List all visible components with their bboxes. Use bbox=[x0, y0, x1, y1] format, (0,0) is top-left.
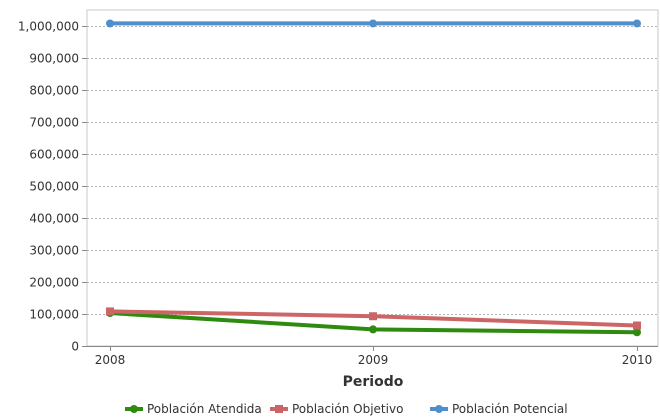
plot-frame bbox=[86, 9, 659, 347]
legend-label: Población Objetivo bbox=[292, 402, 403, 416]
data-point[interactable] bbox=[369, 325, 377, 334]
data-point[interactable] bbox=[633, 321, 641, 330]
x-tick-label: 2008 bbox=[95, 353, 126, 367]
y-tick-label: 1,000,000 bbox=[18, 20, 79, 34]
series-3 bbox=[106, 19, 641, 28]
data-point[interactable] bbox=[633, 328, 641, 337]
series-lines bbox=[106, 19, 641, 337]
legend-marker bbox=[275, 405, 283, 413]
y-tick-label: 500,000 bbox=[29, 180, 79, 194]
gridlines bbox=[87, 26, 658, 315]
legend-item[interactable]: Población Potencial bbox=[430, 402, 568, 416]
legend[interactable]: Población Atendida Población Objetivo Pobl… bbox=[125, 402, 568, 416]
y-tick-label: 400,000 bbox=[29, 212, 79, 226]
y-tick-label: 100,000 bbox=[29, 308, 79, 322]
data-point[interactable] bbox=[106, 19, 114, 28]
y-tick-label: 700,000 bbox=[29, 116, 79, 130]
legend-item[interactable]: Población Atendida bbox=[125, 402, 262, 416]
y-tick-label: 900,000 bbox=[29, 52, 79, 66]
y-tick-label: 200,000 bbox=[29, 276, 79, 290]
y-tick-label: 600,000 bbox=[29, 148, 79, 162]
axes: 0 100,000 200,000 300,000 400,000 500,000 600,… bbox=[18, 20, 658, 367]
legend-label: Población Potencial bbox=[452, 402, 568, 416]
data-point[interactable] bbox=[369, 312, 377, 321]
y-tick-label: 0 bbox=[71, 340, 79, 354]
x-tick-label: 2009 bbox=[358, 353, 389, 367]
x-axis-title: Periodo bbox=[343, 374, 404, 390]
legend-marker bbox=[130, 405, 138, 413]
y-tick-label: 300,000 bbox=[29, 244, 79, 258]
data-point[interactable] bbox=[106, 307, 114, 316]
legend-label: Población Atendida bbox=[147, 402, 262, 416]
series-2 bbox=[106, 307, 641, 330]
data-point[interactable] bbox=[369, 19, 377, 28]
data-point[interactable] bbox=[633, 19, 641, 28]
legend-item[interactable]: Población Objetivo bbox=[270, 402, 403, 416]
x-tick-label: 2010 bbox=[622, 353, 653, 367]
y-tick-label: 800,000 bbox=[29, 84, 79, 98]
legend-marker bbox=[435, 405, 443, 413]
